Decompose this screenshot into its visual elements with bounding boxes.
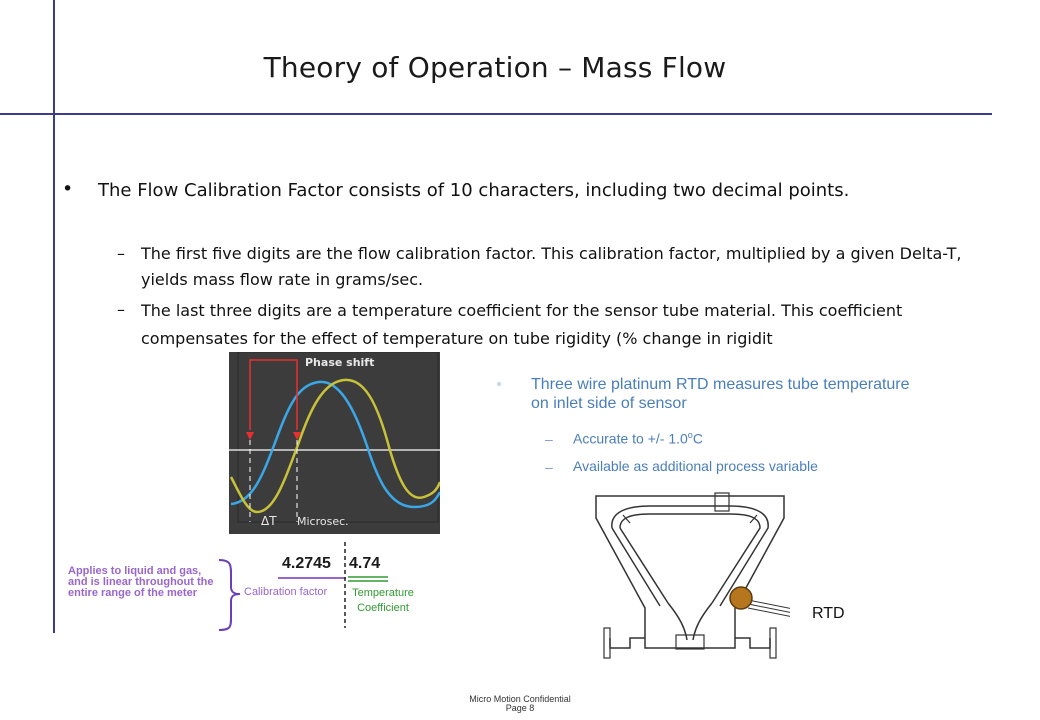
- bullet-marker: •: [62, 178, 74, 200]
- temperature-coefficient-label: Temperature Coefficient: [352, 587, 414, 614]
- outlet-wave: [229, 378, 440, 514]
- vertical-rule: [53, 0, 55, 633]
- rtd-item-accuracy: Accurate to +/- 1.0oC: [573, 430, 703, 447]
- phase-shift-label: Phase shift: [305, 356, 375, 369]
- rtd-bullet-text: Three wire platinum RTD measures tube te…: [531, 376, 910, 412]
- temperature-coefficient-value: 4.74: [349, 555, 381, 572]
- footer-confidential: Micro Motion Confidential: [469, 694, 571, 704]
- bullet-main-text: The Flow Calibration Factor consists of …: [98, 180, 850, 201]
- sub-bullet-text-2: The last three digits are a temperature …: [141, 301, 903, 348]
- footer-page-number: Page 8: [505, 703, 535, 713]
- degree-marker: o: [687, 430, 693, 440]
- sensor-tube-diagram: [595, 492, 790, 659]
- rtd-dash-2: –: [545, 459, 553, 475]
- delta-t-label: ΔT: [261, 514, 277, 528]
- waveform-graphic: [229, 352, 440, 523]
- sub-bullet-text-1: The first five digits are the flow calib…: [141, 244, 962, 289]
- inlet-wave: [230, 380, 440, 509]
- footer: Micro Motion Confidential Page 8: [420, 695, 620, 713]
- phase-shift-waveform: Phase shift ΔT Microsec.: [229, 352, 440, 534]
- slide-title: Theory of Operation – Mass Flow: [263, 51, 727, 84]
- sub-bullet-marker-1: –: [117, 244, 125, 263]
- rtd-item-process-variable: Available as additional process variable: [573, 458, 818, 474]
- rtd-label: RTD: [812, 605, 845, 622]
- curly-brace-icon: [218, 559, 241, 631]
- calibration-factor-label: Calibration factor: [244, 586, 328, 598]
- sub-bullet-marker-2: –: [117, 300, 125, 319]
- horizontal-rule: [0, 113, 992, 115]
- microsec-label: Microsec.: [297, 515, 349, 528]
- rtd-accuracy-unit: C: [692, 430, 703, 447]
- rtd-bullet-dot: [497, 382, 501, 386]
- applies-note: Applies to liquid and gas, and is linear…: [68, 565, 214, 599]
- marker-left-icon: [246, 432, 254, 440]
- rtd-accuracy-text: Accurate to +/- 1.0: [573, 430, 688, 447]
- phase-shift-bracket: [249, 359, 298, 430]
- rtd-sensor-icon: [729, 586, 753, 610]
- rtd-dash-1: –: [545, 431, 553, 447]
- calibration-factor-value: 4.2745: [282, 555, 331, 572]
- marker-right-icon: [293, 432, 301, 440]
